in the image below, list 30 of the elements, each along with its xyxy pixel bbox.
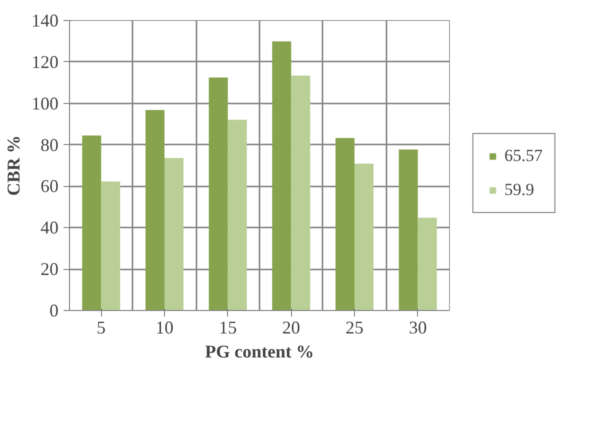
x-axis-title: PG content % [205, 342, 314, 362]
bar [336, 138, 354, 310]
x-tick-label: 15 [218, 318, 237, 338]
bar [272, 41, 292, 310]
bar [146, 110, 164, 310]
y-tick-label: 80 [40, 134, 58, 155]
x-tick-label: 10 [156, 318, 174, 338]
y-tick-label: 40 [40, 218, 58, 238]
bar [418, 218, 437, 310]
bar [291, 76, 310, 310]
legend-label: 65.57 [504, 146, 543, 166]
x-tick-label: 30 [408, 318, 427, 338]
legend-label: 59.9 [504, 180, 534, 200]
bar [398, 150, 418, 310]
y-tick-label: 60 [40, 176, 58, 196]
x-tick-label: 25 [346, 318, 364, 338]
bar [82, 135, 102, 310]
y-tick-label: 20 [40, 259, 58, 280]
y-tick-label: 140 [32, 10, 58, 30]
bar [164, 158, 184, 310]
y-tick-label: 120 [32, 52, 58, 72]
x-tick-label: 20 [282, 318, 300, 338]
bar [208, 77, 228, 310]
y-tick-label: 0 [50, 300, 58, 320]
bar [101, 181, 120, 310]
y-tick-label: 100 [32, 93, 58, 114]
x-tick-label: 5 [96, 318, 106, 338]
y-axis-title: CBR % [4, 135, 24, 196]
bar [228, 120, 247, 310]
bar [354, 164, 374, 310]
